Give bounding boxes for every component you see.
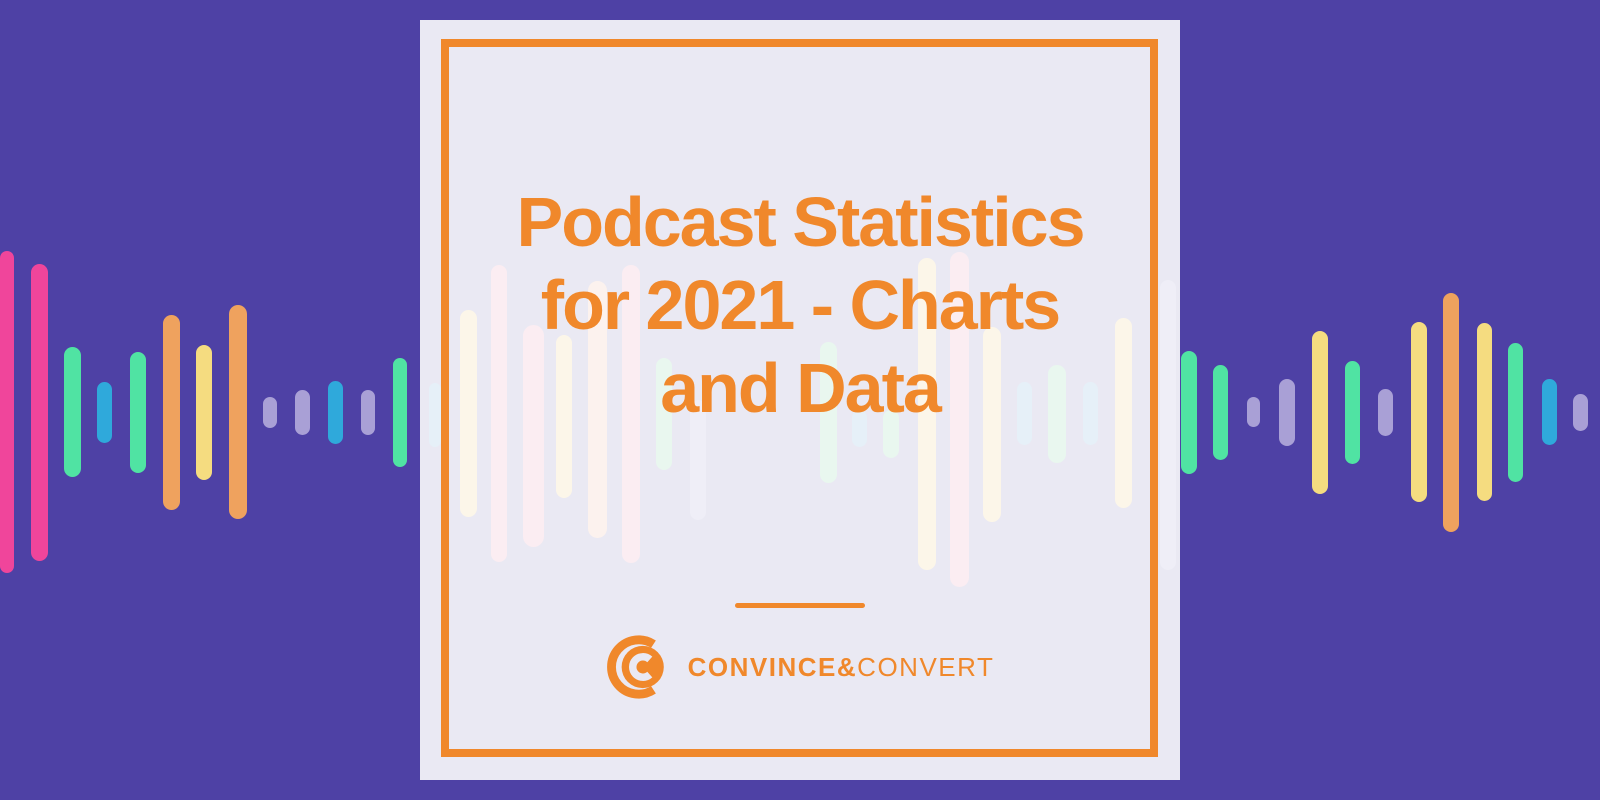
convince-convert-logo-icon xyxy=(606,635,664,699)
waveform-bar xyxy=(196,345,212,480)
waveform-bar xyxy=(1477,323,1492,501)
waveform-bar xyxy=(1312,331,1328,494)
waveform-bar xyxy=(1345,361,1360,464)
page-title-line-3: and Data xyxy=(660,349,942,427)
title-divider xyxy=(735,603,865,608)
waveform-bar xyxy=(31,264,48,561)
waveform-bar xyxy=(361,390,375,435)
watermark-bar xyxy=(1160,280,1176,570)
waveform-bar xyxy=(1573,394,1588,431)
waveform-bar xyxy=(1247,397,1260,427)
page-title-line-2: for 2021 - Charts xyxy=(540,266,1061,344)
waveform-bar xyxy=(64,347,81,477)
waveform-bar xyxy=(1279,379,1295,446)
page-title: Podcast Statistics for 2021 - Charts and… xyxy=(420,181,1180,430)
watermark-bar xyxy=(950,252,969,587)
watermark-bar xyxy=(460,310,477,517)
watermark-bar xyxy=(852,410,867,447)
watermark-bar xyxy=(1115,318,1132,508)
watermark-bar xyxy=(1017,382,1032,445)
brand-logo: CONVINCE&CONVERT xyxy=(420,630,1180,704)
waveform-bar xyxy=(1508,343,1523,482)
waveform-bar xyxy=(295,390,310,435)
waveform-bar xyxy=(1443,293,1459,532)
waveform-bar xyxy=(97,382,112,443)
waveform-bar xyxy=(163,315,180,510)
watermark-bar xyxy=(523,325,544,547)
watermark-bar xyxy=(622,265,640,563)
watermark-bar xyxy=(820,342,837,483)
brand-logo-text: CONVINCE&CONVERT xyxy=(688,652,995,683)
page-title-line-1: Podcast Statistics xyxy=(516,183,1086,261)
waveform-bar xyxy=(263,397,277,428)
watermark-bar xyxy=(491,265,507,562)
watermark-bar xyxy=(656,358,672,470)
waveform-bar xyxy=(130,352,146,473)
watermark-bar xyxy=(918,258,936,570)
waveform-bar xyxy=(0,251,14,573)
waveform-bar xyxy=(1411,322,1427,502)
watermark-bar xyxy=(690,400,706,520)
watermark-bar xyxy=(1048,365,1066,463)
title-card: Podcast Statistics for 2021 - Charts and… xyxy=(420,20,1180,780)
waveform-bar xyxy=(1542,379,1557,445)
waveform-bar xyxy=(328,381,343,444)
brand-logo-text-bold: CONVINCE& xyxy=(687,651,858,682)
waveform-bar xyxy=(1181,351,1197,474)
watermark-bar xyxy=(883,410,899,458)
watermark-bar xyxy=(1083,382,1098,445)
brand-logo-text-light: CONVERT xyxy=(857,651,995,682)
waveform-bar xyxy=(1213,365,1228,460)
watermark-bar xyxy=(429,383,441,447)
waveform-bar xyxy=(229,305,247,519)
waveform-bar xyxy=(1378,389,1393,436)
watermark-bar xyxy=(588,281,607,538)
card-waveform-watermark xyxy=(420,20,1180,780)
watermark-bar xyxy=(983,327,1001,522)
card-frame-border xyxy=(441,39,1158,757)
waveform-bar xyxy=(393,358,407,467)
watermark-bar xyxy=(556,335,572,498)
